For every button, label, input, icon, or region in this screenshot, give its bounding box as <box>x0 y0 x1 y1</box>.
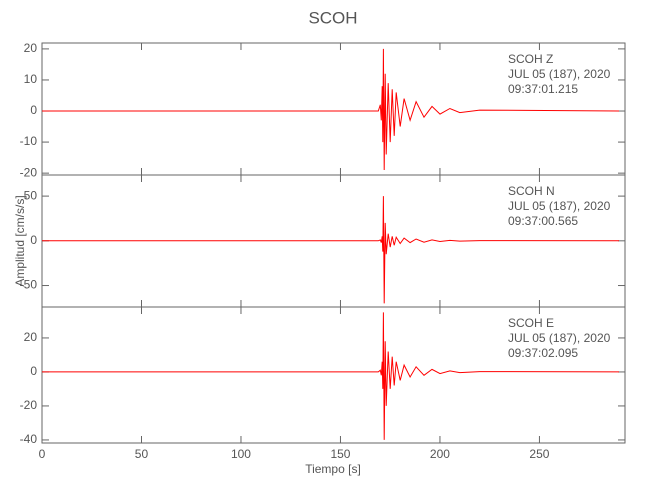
x-tick-label: 150 <box>330 447 350 461</box>
waveform <box>42 312 620 440</box>
annotation: SCOH E <box>508 316 554 330</box>
y-axis-label: Amplitud [cm/s/s] <box>13 195 27 286</box>
chart-title: SCOH <box>308 8 357 27</box>
annotation: JUL 05 (187), 2020 <box>508 331 611 345</box>
x-tick-label: 0 <box>39 447 46 461</box>
y-tick-label: 10 <box>24 72 38 86</box>
y-tick-label: 0 <box>30 364 37 378</box>
annotation: SCOH Z <box>508 52 553 66</box>
annotation: 09:37:02.095 <box>508 346 578 360</box>
y-tick-label: 20 <box>24 330 38 344</box>
y-tick-label: -40 <box>20 432 38 446</box>
y-tick-label: 0 <box>30 233 37 247</box>
panel-frame <box>41 306 626 444</box>
y-tick-label: -20 <box>20 398 38 412</box>
y-tick-label: 0 <box>30 103 37 117</box>
x-tick-label: 250 <box>529 447 549 461</box>
annotation: JUL 05 (187), 2020 <box>508 199 611 213</box>
annotation: SCOH N <box>508 184 555 198</box>
waveform <box>42 196 620 304</box>
y-tick-label: -10 <box>20 134 38 148</box>
annotation: JUL 05 (187), 2020 <box>508 67 611 81</box>
x-tick-label: 50 <box>135 447 149 461</box>
y-tick-label: 20 <box>24 41 38 55</box>
waveform <box>42 48 620 171</box>
y-tick-label: -20 <box>20 165 38 179</box>
annotation: 09:37:00.565 <box>508 214 578 228</box>
x-tick-label: 100 <box>231 447 251 461</box>
x-tick-label: 200 <box>430 447 450 461</box>
x-axis-label: Tiempo [s] <box>305 462 361 476</box>
annotation: 09:37:01.215 <box>508 82 578 96</box>
y-tick-label: -50 <box>20 278 38 292</box>
y-tick-label: 50 <box>24 188 38 202</box>
